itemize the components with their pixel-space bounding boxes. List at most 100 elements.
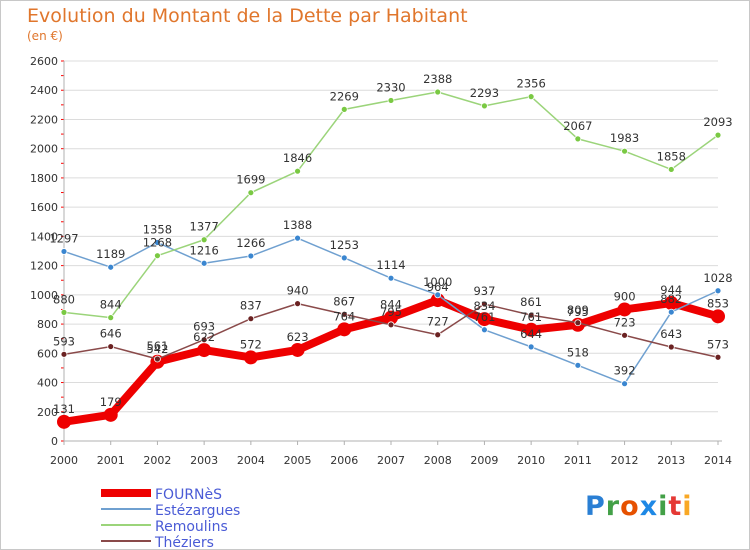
legend-label: Remoulins [155,519,228,535]
x-tick-label: 2001 [97,454,125,467]
data-label: 1699 [236,173,265,187]
data-label: 761 [473,310,495,324]
data-point [340,310,348,318]
data-label: 1253 [330,238,359,252]
y-tick-label: 400 [37,377,58,390]
data-label: 853 [707,296,729,310]
data-point [384,310,398,325]
data-point [243,350,258,365]
data-label: 809 [567,303,589,317]
data-point [340,105,348,113]
x-tick-label: 2000 [50,454,78,467]
data-point [667,308,675,316]
data-label: 837 [240,299,262,313]
data-point [434,88,442,96]
data-label: 518 [567,345,589,359]
logo-letter: x [639,491,659,522]
x-tick-label: 2008 [424,454,452,467]
logo-letter: t [668,491,683,522]
data-point [103,407,118,422]
data-label: 795 [567,305,589,319]
x-tick-label: 2002 [143,454,171,467]
logo-letter: i [682,491,693,522]
data-point [107,263,115,271]
data-label: 1028 [703,271,732,285]
y-tick-label: 2400 [30,84,58,97]
data-point [574,135,582,143]
data-label: 1268 [143,236,172,250]
data-point [247,315,255,323]
y-tick-label: 1200 [30,260,58,273]
data-point [481,102,488,110]
data-label: 392 [614,364,636,378]
data-point [621,331,628,339]
data-point [621,380,628,388]
data-point [60,248,68,255]
legend-label: Estézargues [155,503,240,519]
data-label: 861 [520,295,542,309]
data-point [337,322,352,337]
data-point [290,342,305,357]
data-point [481,326,488,334]
proxiti-logo: Proxiti [585,491,693,522]
data-label: 1266 [236,236,265,250]
data-point [711,309,725,324]
data-label: 646 [100,327,122,341]
data-point [57,414,71,429]
data-point [574,319,582,327]
data-point [107,343,115,350]
data-label: 1377 [190,220,219,234]
y-tick-label: 2200 [30,113,58,126]
x-tick-label: 2014 [704,454,732,467]
data-point [107,314,115,322]
data-point [154,355,161,363]
x-tick-label: 2007 [377,454,405,467]
x-tick-label: 2006 [330,454,358,467]
data-point [617,302,632,317]
y-tick-label: 1600 [30,201,58,214]
data-label: 944 [660,283,682,297]
legend-label: FOURNèS [155,487,222,503]
logo-letter: P [585,491,606,522]
data-label: 644 [520,327,542,341]
data-point [714,131,722,139]
data-label: 131 [53,402,75,416]
data-point [481,300,488,308]
data-point [621,147,628,155]
data-point [434,331,442,339]
legend-label: Théziers [154,535,214,549]
chart-subtitle: (en €) [27,29,63,43]
data-label: 1297 [49,231,78,245]
x-tick-label: 2013 [657,454,685,467]
x-tick-label: 2009 [470,454,498,467]
data-label: 844 [100,298,122,312]
x-tick-label: 2005 [284,454,312,467]
data-label: 623 [287,330,309,344]
data-point [200,236,208,244]
data-label: 1114 [376,258,405,272]
data-label: 1858 [657,149,686,163]
data-label: 1189 [96,247,125,261]
data-point [197,343,212,358]
data-point [154,252,161,260]
data-point [200,336,208,344]
chart-title: Evolution du Montant de la Dette par Hab… [27,5,468,27]
data-label: 573 [707,337,729,351]
y-tick-label: 600 [37,347,58,360]
data-point [154,239,161,246]
data-label: 2269 [330,89,359,103]
data-point [387,97,395,104]
x-tick-label: 2003 [190,454,218,467]
data-label: 1358 [143,223,172,237]
data-label: 572 [240,337,262,351]
data-label: 880 [53,292,75,306]
data-label: 179 [100,395,122,409]
data-point [200,259,208,267]
data-point [60,308,68,316]
data-point [524,322,539,337]
y-tick-label: 1000 [30,289,58,302]
data-label: 764 [333,309,355,323]
data-label: 2293 [470,86,499,100]
data-point [714,287,722,295]
